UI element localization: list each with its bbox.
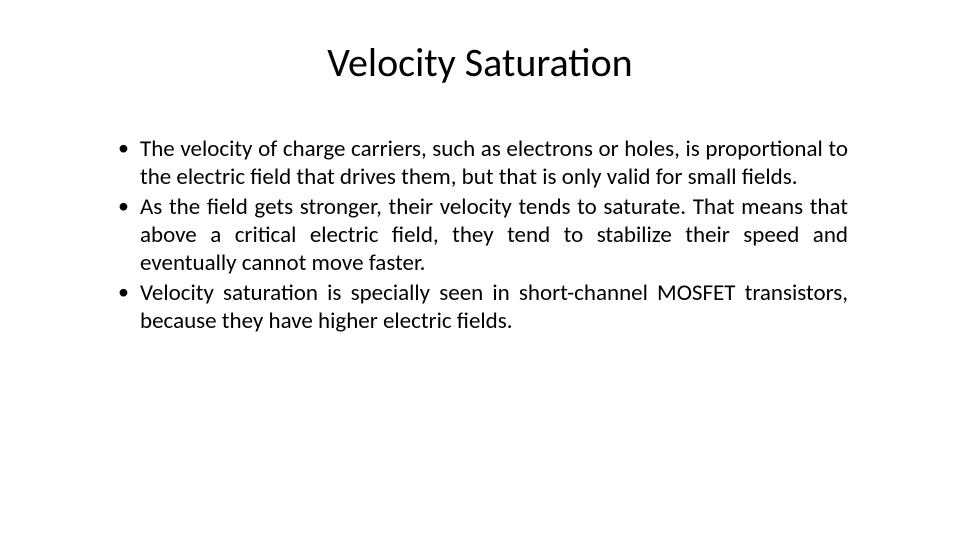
bullet-item: Velocity saturation is specially seen in… [112, 279, 848, 335]
slide-content: The velocity of charge carriers, such as… [0, 135, 960, 335]
slide-title: Velocity Saturation [0, 38, 960, 87]
bullet-item: As the field gets stronger, their veloci… [112, 193, 848, 277]
bullet-item: The velocity of charge carriers, such as… [112, 135, 848, 191]
slide-container: Velocity Saturation The velocity of char… [0, 0, 960, 540]
bullet-list: The velocity of charge carriers, such as… [112, 135, 848, 335]
